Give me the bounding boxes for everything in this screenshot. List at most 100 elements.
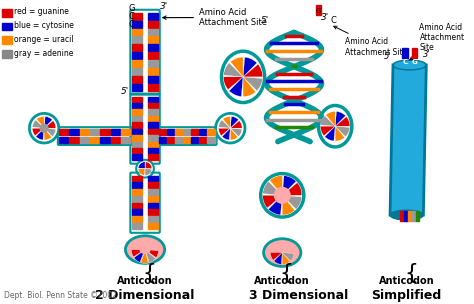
- Bar: [132, 44, 142, 51]
- Wedge shape: [44, 128, 56, 136]
- Ellipse shape: [29, 113, 59, 143]
- Bar: [132, 148, 142, 153]
- Bar: [110, 137, 120, 143]
- Bar: [148, 148, 158, 153]
- Text: 3': 3': [321, 13, 329, 22]
- Bar: [208, 137, 215, 143]
- Bar: [2, 22, 12, 30]
- Wedge shape: [134, 250, 145, 262]
- Bar: [132, 60, 142, 67]
- Bar: [148, 182, 158, 188]
- Bar: [183, 137, 190, 143]
- Text: 5': 5': [261, 16, 269, 25]
- Wedge shape: [224, 63, 243, 77]
- Bar: [175, 129, 182, 135]
- Text: 3': 3': [423, 50, 431, 59]
- Bar: [132, 209, 142, 215]
- Text: C: C: [128, 19, 134, 29]
- Wedge shape: [268, 195, 282, 215]
- Bar: [69, 137, 79, 143]
- Bar: [148, 68, 158, 75]
- Text: 5': 5': [121, 87, 129, 96]
- Text: Amino Acid
Attachment
Site: Amino Acid Attachment Site: [410, 22, 465, 60]
- Text: 3': 3': [160, 2, 168, 11]
- Wedge shape: [145, 169, 152, 176]
- Wedge shape: [230, 57, 243, 77]
- Bar: [148, 216, 158, 222]
- Text: Anticodon: Anticodon: [255, 276, 310, 286]
- Bar: [408, 211, 411, 221]
- Text: C: C: [402, 59, 407, 65]
- Bar: [132, 52, 142, 59]
- Text: Amino Acid
Attachment Site: Amino Acid Attachment Site: [163, 8, 267, 27]
- Wedge shape: [223, 77, 243, 90]
- Bar: [400, 211, 404, 221]
- Bar: [59, 129, 68, 135]
- Bar: [90, 137, 99, 143]
- Wedge shape: [243, 77, 263, 91]
- Wedge shape: [44, 116, 53, 128]
- Bar: [167, 129, 174, 135]
- Bar: [100, 137, 109, 143]
- Bar: [132, 122, 142, 128]
- Bar: [132, 29, 142, 35]
- Text: Dept. Biol. Penn State ©2002: Dept. Biol. Penn State ©2002: [4, 291, 117, 300]
- Bar: [132, 203, 142, 209]
- Text: G: G: [316, 8, 321, 14]
- Wedge shape: [326, 111, 335, 126]
- Bar: [159, 137, 166, 143]
- Text: }: }: [138, 261, 152, 281]
- Text: Simplified: Simplified: [372, 289, 442, 302]
- Bar: [402, 48, 408, 58]
- Wedge shape: [320, 116, 335, 126]
- Bar: [121, 137, 130, 143]
- Wedge shape: [138, 162, 145, 169]
- Bar: [132, 116, 142, 121]
- Bar: [132, 196, 142, 202]
- Ellipse shape: [261, 174, 304, 217]
- Text: G: G: [412, 59, 418, 65]
- Wedge shape: [44, 121, 56, 128]
- Wedge shape: [32, 128, 44, 136]
- Wedge shape: [36, 116, 44, 128]
- Bar: [69, 129, 79, 135]
- Ellipse shape: [274, 187, 290, 203]
- Bar: [404, 211, 408, 221]
- Ellipse shape: [216, 113, 245, 143]
- Bar: [148, 189, 158, 195]
- Wedge shape: [320, 126, 335, 136]
- Wedge shape: [282, 195, 302, 209]
- Text: blue = cytosine: blue = cytosine: [14, 21, 73, 30]
- Bar: [208, 129, 215, 135]
- Wedge shape: [230, 128, 238, 140]
- Text: gray = adenine: gray = adenine: [14, 49, 73, 58]
- Wedge shape: [270, 176, 282, 195]
- Bar: [132, 176, 142, 181]
- Bar: [132, 135, 142, 140]
- Text: orange = uracil: orange = uracil: [14, 35, 73, 44]
- Bar: [191, 129, 199, 135]
- Text: 3 Dimensional: 3 Dimensional: [249, 289, 348, 302]
- Polygon shape: [390, 65, 426, 215]
- Bar: [148, 103, 158, 109]
- Bar: [411, 48, 418, 58]
- Bar: [132, 142, 142, 147]
- Wedge shape: [325, 126, 335, 141]
- Wedge shape: [219, 120, 230, 128]
- Ellipse shape: [40, 124, 48, 132]
- Wedge shape: [263, 195, 282, 208]
- Bar: [148, 29, 158, 35]
- Bar: [148, 36, 158, 43]
- Bar: [80, 137, 89, 143]
- Wedge shape: [32, 120, 44, 128]
- Bar: [2, 9, 12, 17]
- Text: Anticodon: Anticodon: [379, 276, 435, 286]
- Bar: [148, 13, 158, 20]
- Bar: [148, 76, 158, 83]
- Bar: [90, 129, 99, 135]
- Wedge shape: [243, 64, 263, 77]
- Text: 2 Dimensional: 2 Dimensional: [95, 289, 195, 302]
- Wedge shape: [36, 128, 44, 140]
- Bar: [416, 211, 419, 221]
- Ellipse shape: [395, 62, 424, 68]
